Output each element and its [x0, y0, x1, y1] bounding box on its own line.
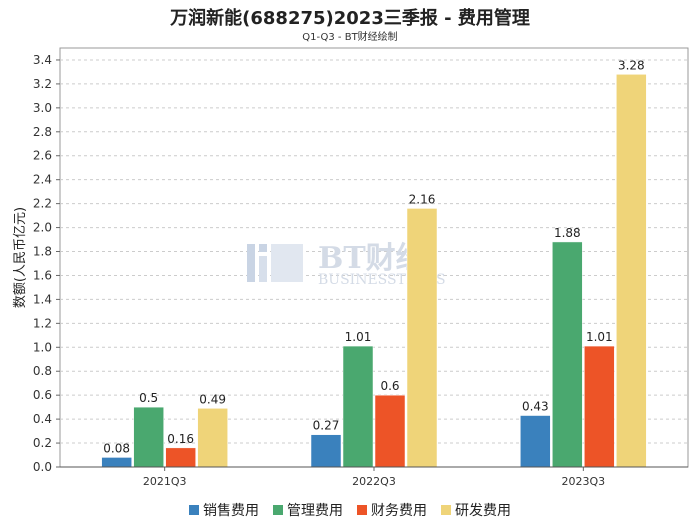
y-tick-label: 2.8: [33, 125, 52, 139]
x-tick-label: 2023Q3: [562, 475, 606, 488]
legend-label: 研发费用: [455, 503, 511, 519]
chart-title: 万润新能(688275)2023三季报 - 费用管理: [170, 8, 530, 29]
bar-财务费用-2022Q3: [374, 394, 406, 468]
bar-财务费用-2021Q3: [165, 447, 196, 468]
legend-swatch: [357, 505, 367, 515]
legend-label: 财务费用: [371, 503, 427, 519]
plot-frame: [59, 47, 689, 468]
data-label: 0.49: [199, 392, 226, 406]
y-tick-label: 1.2: [33, 316, 52, 330]
data-label: 3.28: [618, 58, 645, 72]
y-tick-label: 1.8: [33, 245, 52, 259]
watermark-logo-bar: [259, 256, 267, 282]
y-tick-label: 3.0: [33, 101, 52, 115]
chart-legend: 销售费用 管理费用 财务费用 研发费用: [0, 500, 700, 520]
bar-财务费用-2023Q3: [584, 345, 615, 468]
bar-研发费用-2021Q3: [197, 408, 228, 468]
x-tick-label: 2021Q3: [143, 475, 187, 488]
bar-研发费用-2022Q3: [406, 208, 438, 468]
y-tick-label: 1.0: [33, 340, 52, 354]
legend-swatch: [273, 505, 283, 515]
data-label: 0.6: [380, 379, 399, 393]
x-tick-label: 2022Q3: [352, 475, 396, 488]
data-label: 1.01: [586, 330, 613, 344]
y-tick-label: 3.4: [33, 53, 52, 67]
legend-swatch: [441, 505, 451, 515]
y-tick-label: 0.6: [33, 388, 52, 402]
bar-销售费用-2023Q3: [520, 415, 551, 468]
y-tick-label: 0.4: [33, 412, 52, 426]
data-label: 2.16: [409, 192, 436, 206]
y-tick-label: 2.0: [33, 221, 52, 235]
legend-item[interactable]: 研发费用: [441, 500, 511, 520]
data-label: 0.5: [139, 391, 158, 405]
data-label: 1.88: [554, 226, 581, 240]
y-tick-label: 1.6: [33, 268, 52, 282]
bar-管理费用-2023Q3: [552, 241, 583, 468]
watermark-logo-block: [271, 244, 303, 282]
data-label: 0.16: [167, 432, 194, 446]
y-tick-label: 3.2: [33, 77, 52, 91]
bar-销售费用-2022Q3: [310, 434, 342, 468]
data-label: 1.01: [345, 330, 372, 344]
legend-item[interactable]: 销售费用: [189, 500, 259, 520]
data-label: 0.08: [103, 441, 130, 455]
y-tick-label: 0.2: [33, 436, 52, 450]
legend-item[interactable]: 财务费用: [357, 500, 427, 520]
legend-swatch: [189, 505, 199, 515]
bar-研发费用-2023Q3: [616, 74, 647, 468]
y-tick-label: 1.4: [33, 292, 52, 306]
y-tick-label: 2.2: [33, 197, 52, 211]
chart-subtitle: Q1-Q3 - BT财经绘制: [302, 32, 398, 43]
y-axis-label: 数额(人民币亿元): [13, 207, 28, 308]
bar-管理费用-2022Q3: [342, 345, 374, 468]
y-tick-label: 0.8: [33, 364, 52, 378]
watermark-logo-dot: [259, 244, 267, 252]
bar-销售费用-2021Q3: [101, 457, 132, 468]
bar-管理费用-2021Q3: [133, 406, 164, 468]
y-tick-label: 0.0: [33, 460, 52, 474]
legend-item[interactable]: 管理费用: [273, 500, 343, 520]
y-tick-label: 2.6: [33, 149, 52, 163]
watermark-logo-bar: [247, 244, 255, 282]
legend-label: 管理费用: [287, 503, 343, 519]
legend-label: 销售费用: [203, 503, 259, 519]
data-label: 0.43: [522, 400, 549, 414]
data-label: 0.27: [313, 419, 340, 433]
y-tick-label: 2.4: [33, 173, 52, 187]
